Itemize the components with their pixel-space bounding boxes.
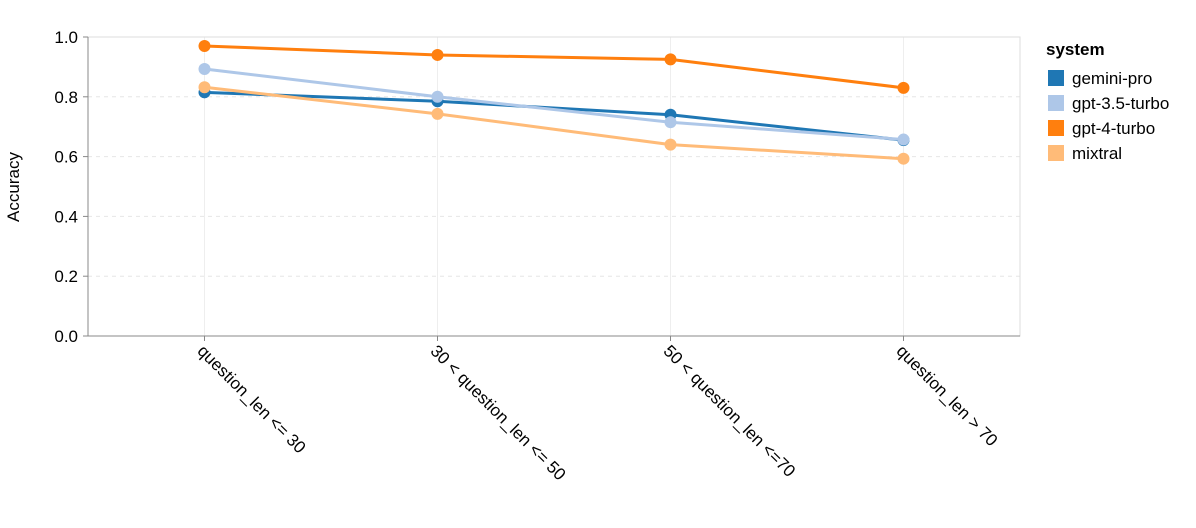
series-line xyxy=(204,67,904,142)
data-point xyxy=(198,62,211,75)
data-point xyxy=(664,116,677,129)
legend-label: gemini-pro xyxy=(1072,69,1152,88)
legend: system gemini-pro gpt-3.5-turbo gpt-4-turb… xyxy=(1046,40,1169,163)
series-layer xyxy=(198,39,910,165)
y-tick-label: 0.4 xyxy=(54,207,78,226)
legend-title: system xyxy=(1046,40,1105,59)
data-point xyxy=(431,48,444,61)
x-category-label: 50 < question_len <=70 xyxy=(660,341,799,480)
data-point xyxy=(897,152,910,165)
legend-swatch xyxy=(1048,120,1064,136)
y-tick-label: 0.2 xyxy=(54,267,78,286)
legend-label: gpt-4-turbo xyxy=(1072,119,1155,138)
data-point xyxy=(431,107,444,120)
x-category-label: 30 < question_len <= 50 xyxy=(427,341,570,484)
series-gemini-pro xyxy=(198,86,910,147)
data-point xyxy=(897,81,910,94)
series-line xyxy=(204,85,904,161)
legend-swatch xyxy=(1048,145,1064,161)
plot-frame xyxy=(87,36,1021,337)
x-category-label: question_len > 70 xyxy=(893,341,1002,450)
y-tick-label: 0.0 xyxy=(54,327,78,346)
y-tick-label: 0.8 xyxy=(54,88,78,107)
series-gpt-4-turbo xyxy=(198,39,910,94)
y-tick-label: 1.0 xyxy=(54,28,78,47)
y-tick-label: 0.6 xyxy=(54,148,78,167)
data-point xyxy=(664,138,677,151)
data-point xyxy=(664,53,677,66)
series-gpt-3.5-turbo xyxy=(198,62,910,146)
y-axis-title: Accuracy xyxy=(4,152,23,222)
data-point xyxy=(897,133,910,146)
legend-swatch xyxy=(1048,95,1064,111)
series-mixtral xyxy=(198,81,910,165)
series-line xyxy=(204,44,904,90)
grid-layer xyxy=(87,36,1021,337)
data-point xyxy=(198,81,211,94)
legend-swatch xyxy=(1048,70,1064,86)
legend-label: gpt-3.5-turbo xyxy=(1072,94,1169,113)
x-category-label: question_len <= 30 xyxy=(194,341,310,457)
data-point xyxy=(431,90,444,103)
data-point xyxy=(198,39,211,52)
legend-label: mixtral xyxy=(1072,144,1122,163)
